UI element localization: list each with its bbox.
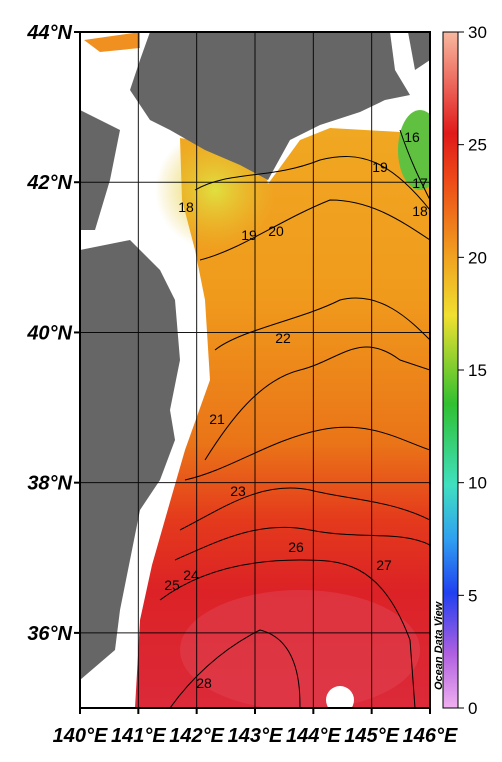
contour-label: 21	[209, 411, 225, 427]
contour-label: 16	[404, 129, 420, 145]
land	[408, 32, 430, 70]
contour-label: 24	[183, 567, 199, 583]
contour-label: 25	[164, 577, 180, 593]
y-tick-label: 44°N	[26, 22, 72, 44]
contours	[159, 129, 430, 708]
contour	[204, 346, 430, 461]
x-tick-label: 141°E	[111, 725, 166, 747]
cool-patch	[398, 110, 430, 190]
contour-label: 22	[275, 330, 291, 346]
y-tick-label: 38°N	[27, 473, 72, 495]
contour-label: 18	[178, 199, 194, 215]
contour-label: 26	[288, 539, 304, 555]
contour	[214, 297, 430, 351]
contour-label: 19	[372, 159, 388, 175]
colorbar	[442, 31, 459, 709]
colorbar-label: 20	[468, 248, 487, 267]
contour	[174, 526, 430, 561]
map-field	[80, 32, 430, 708]
colorbar-label: 25	[468, 136, 487, 155]
land	[80, 110, 120, 230]
warm-patch	[180, 590, 420, 708]
land	[130, 32, 410, 180]
watermark: Ocean Data View	[433, 600, 445, 690]
contour	[194, 156, 430, 211]
sea-field	[135, 120, 430, 708]
y-tick-label: 42°N	[26, 172, 72, 194]
contour-label: 18	[412, 203, 428, 219]
x-tick-label: 143°E	[228, 725, 283, 747]
x-tick-label: 142°E	[169, 725, 224, 747]
y-tick-label: 40°N	[26, 322, 72, 344]
contour	[169, 629, 301, 708]
colorbar-label: 30	[468, 23, 487, 42]
x-tick-label: 146°E	[403, 725, 458, 747]
contour	[159, 559, 416, 708]
colorbar-label: 10	[468, 474, 487, 493]
y-tick-label: 36°N	[27, 623, 72, 645]
colorbar-label: 15	[468, 361, 487, 380]
contour-label: 17	[412, 175, 428, 191]
contour-label: 27	[376, 557, 392, 573]
contour	[199, 199, 430, 261]
x-tick-label: 144°E	[286, 725, 341, 747]
x-tick-label: 140°E	[53, 725, 108, 747]
contour	[399, 129, 430, 201]
contour	[179, 487, 430, 531]
gap	[326, 686, 354, 708]
contour-label: 28	[196, 675, 212, 691]
contour-label: 20	[268, 223, 284, 239]
x-tick-label: 145°E	[344, 725, 399, 747]
land	[80, 240, 180, 680]
contour	[184, 426, 430, 481]
colorbar-label: 5	[468, 586, 477, 605]
colorbar-label: 0	[468, 699, 477, 718]
contour-label: 23	[230, 483, 246, 499]
orange-blob	[84, 32, 140, 52]
contour-label: 19	[241, 227, 257, 243]
